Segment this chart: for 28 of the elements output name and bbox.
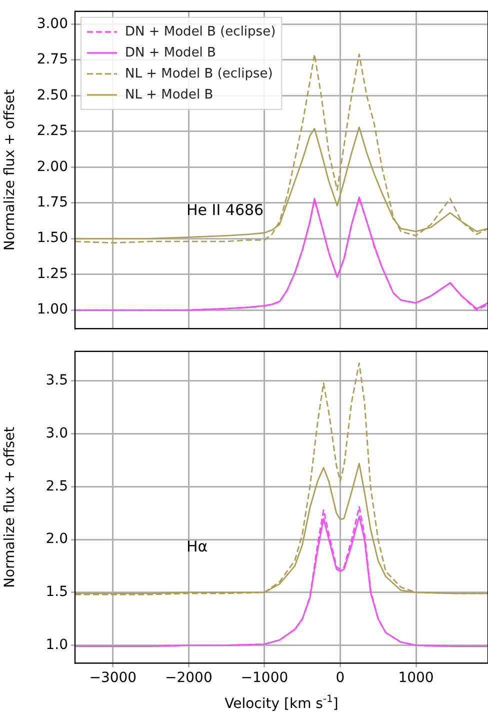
- y-tick-label: 2.00: [36, 158, 68, 175]
- y-tick-label: 2.50: [36, 87, 68, 104]
- y-tick-label: 1.75: [36, 194, 68, 211]
- y-tick-label: 2.25: [36, 123, 68, 140]
- annotation: He II 4686: [186, 201, 264, 220]
- x-tick-label: −3000: [89, 670, 137, 686]
- legend-label: NL + Model B (eclipse): [125, 66, 273, 82]
- y-tick-label: 2.75: [36, 52, 68, 68]
- y-axis-title: Normalize flux + offset: [2, 88, 18, 251]
- x-tick-label: −1000: [240, 670, 288, 686]
- x-tick-label: 0: [336, 670, 345, 686]
- x-tick-label: 1000: [398, 670, 434, 686]
- y-tick-label: 3.5: [46, 372, 68, 389]
- y-tick-label: 2.5: [46, 478, 68, 494]
- legend-label: NL + Model B: [125, 87, 214, 102]
- y-axis-title: Normalize flux + offset: [2, 426, 18, 588]
- annotation: Hα: [186, 538, 208, 556]
- y-tick-label: 1.00: [36, 302, 68, 318]
- y-tick-label: 1.50: [36, 230, 68, 246]
- y-tick-label: 1.0: [46, 636, 68, 653]
- y-tick-label: 1.5: [46, 584, 68, 600]
- legend-label: DN + Model B: [125, 45, 216, 60]
- y-tick-label: 3.00: [36, 16, 68, 32]
- y-tick-label: 1.25: [36, 266, 68, 282]
- legend-label: DN + Model B (eclipse): [125, 24, 276, 40]
- y-tick-label: 3.0: [46, 425, 68, 442]
- y-tick-label: 2.0: [46, 531, 68, 548]
- x-tick-label: −2000: [164, 670, 212, 686]
